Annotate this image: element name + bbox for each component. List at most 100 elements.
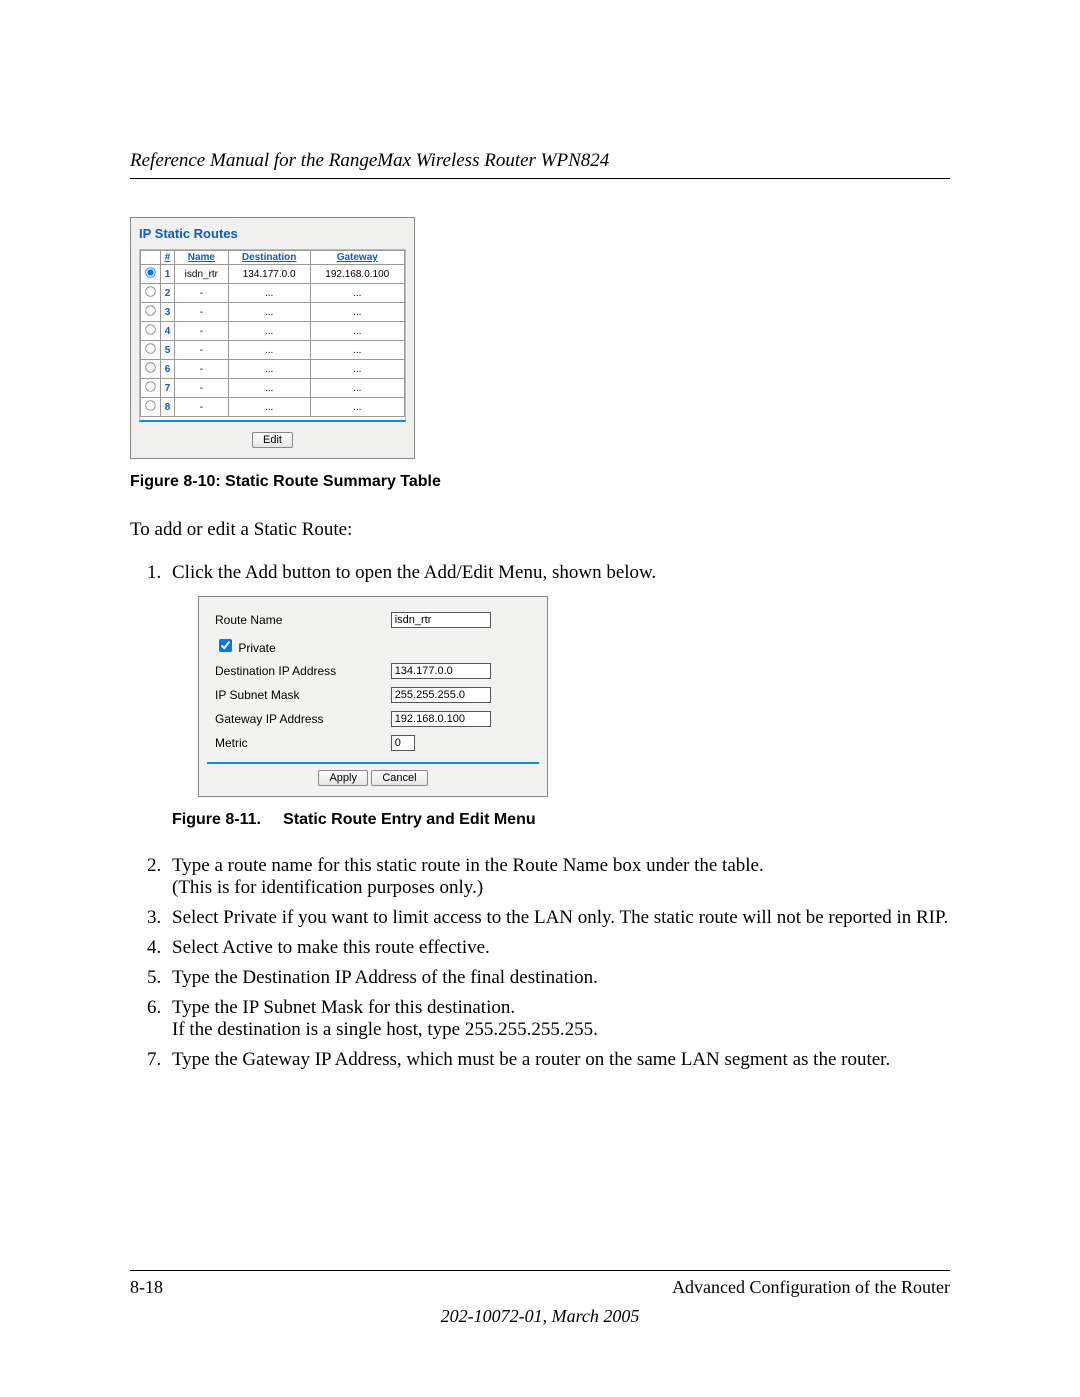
row-name: isdn_rtr: [175, 265, 229, 284]
figure1-caption: Figure 8-10: Static Route Summary Table: [130, 473, 950, 491]
route-name-input[interactable]: [391, 612, 491, 628]
edit-button[interactable]: Edit: [252, 432, 293, 448]
row-dest: ...: [228, 398, 310, 417]
apply-button[interactable]: Apply: [318, 770, 368, 786]
steps-list: Click the Add button to open the Add/Edi…: [130, 562, 950, 1071]
route-radio[interactable]: [145, 343, 155, 353]
label-dest-ip: Destination IP Address: [213, 660, 387, 682]
row-num: 2: [161, 284, 175, 303]
row-radio-cell: [141, 379, 161, 398]
row-radio-cell: [141, 303, 161, 322]
row-name: -: [175, 341, 229, 360]
row-gw: ...: [310, 322, 404, 341]
col-dest: Destination: [228, 251, 310, 265]
panel-divider: [207, 762, 539, 764]
dest-ip-input[interactable]: [391, 663, 491, 679]
label-route-name: Route Name: [213, 609, 387, 631]
row-name: -: [175, 379, 229, 398]
row-radio-cell: [141, 284, 161, 303]
row-num: 7: [161, 379, 175, 398]
table-row: 3-......: [141, 303, 405, 322]
step-1-text: Click the Add button to open the Add/Edi…: [172, 562, 656, 583]
row-gw: 192.168.0.100: [310, 265, 404, 284]
col-num: #: [161, 251, 175, 265]
table-row: 5-......: [141, 341, 405, 360]
table-row: 2-......: [141, 284, 405, 303]
row-radio-cell: [141, 265, 161, 284]
doc-id: 202-10072-01, March 2005: [130, 1306, 950, 1327]
table-row: 8-......: [141, 398, 405, 417]
row-name: -: [175, 303, 229, 322]
label-subnet: IP Subnet Mask: [213, 684, 387, 706]
col-radio: [141, 251, 161, 265]
private-checkbox[interactable]: [219, 639, 232, 652]
static-routes-table: # Name Destination Gateway 1isdn_rtr134.…: [140, 250, 405, 417]
row-dest: ...: [228, 360, 310, 379]
step-3: Select Private if you want to limit acce…: [166, 907, 950, 929]
col-name: Name: [175, 251, 229, 265]
figure2-caption-a: Figure 8-11.: [172, 811, 261, 828]
row-dest: ...: [228, 322, 310, 341]
step-6: Type the IP Subnet Mask for this destina…: [166, 997, 950, 1041]
row-name: -: [175, 360, 229, 379]
row-gw: ...: [310, 398, 404, 417]
col-gw: Gateway: [310, 251, 404, 265]
row-num: 6: [161, 360, 175, 379]
route-radio[interactable]: [145, 362, 155, 372]
row-gw: ...: [310, 303, 404, 322]
route-radio[interactable]: [145, 324, 155, 334]
step-1: Click the Add button to open the Add/Edi…: [166, 562, 950, 829]
gateway-input[interactable]: [391, 711, 491, 727]
row-num: 1: [161, 265, 175, 284]
page-number: 8-18: [130, 1277, 163, 1298]
row-dest: ...: [228, 341, 310, 360]
row-name: -: [175, 284, 229, 303]
row-dest: ...: [228, 284, 310, 303]
metric-input[interactable]: [391, 735, 415, 751]
table-row: 1isdn_rtr134.177.0.0192.168.0.100: [141, 265, 405, 284]
row-dest: ...: [228, 379, 310, 398]
row-gw: ...: [310, 360, 404, 379]
cancel-button[interactable]: Cancel: [371, 770, 427, 786]
footer-rule: [130, 1270, 950, 1271]
row-name: -: [175, 398, 229, 417]
label-metric: Metric: [213, 732, 387, 754]
figure2-caption-b: Static Route Entry and Edit Menu: [283, 811, 535, 828]
row-name: -: [175, 322, 229, 341]
route-radio[interactable]: [145, 305, 155, 315]
row-gw: ...: [310, 379, 404, 398]
table-row: 7-......: [141, 379, 405, 398]
route-radio[interactable]: [145, 400, 155, 410]
row-num: 5: [161, 341, 175, 360]
table-row: 4-......: [141, 322, 405, 341]
static-routes-panel: IP Static Routes # Name Destination Gate…: [130, 217, 415, 459]
row-radio-cell: [141, 341, 161, 360]
page-footer: 8-18 Advanced Configuration of the Route…: [130, 1232, 950, 1327]
table-row: 6-......: [141, 360, 405, 379]
row-dest: ...: [228, 303, 310, 322]
row-num: 3: [161, 303, 175, 322]
row-dest: 134.177.0.0: [228, 265, 310, 284]
route-radio[interactable]: [145, 267, 155, 277]
section-title: Advanced Configuration of the Router: [672, 1277, 950, 1298]
step-5: Type the Destination IP Address of the f…: [166, 967, 950, 989]
step-4: Select Active to make this route effecti…: [166, 937, 950, 959]
label-gateway: Gateway IP Address: [213, 708, 387, 730]
header-rule: [130, 178, 950, 179]
row-num: 8: [161, 398, 175, 417]
label-private: Private: [238, 641, 275, 655]
row-radio-cell: [141, 322, 161, 341]
route-radio[interactable]: [145, 381, 155, 391]
panel-title: IP Static Routes: [139, 226, 406, 241]
running-header: Reference Manual for the RangeMax Wirele…: [130, 150, 950, 172]
intro-text: To add or edit a Static Route:: [130, 517, 950, 543]
step-7: Type the Gateway IP Address, which must …: [166, 1049, 950, 1071]
route-radio[interactable]: [145, 286, 155, 296]
subnet-input[interactable]: [391, 687, 491, 703]
route-edit-panel: Route Name Private Destination IP Addres…: [198, 596, 548, 797]
row-gw: ...: [310, 341, 404, 360]
step-2: Type a route name for this static route …: [166, 855, 950, 899]
row-gw: ...: [310, 284, 404, 303]
row-num: 4: [161, 322, 175, 341]
row-radio-cell: [141, 398, 161, 417]
